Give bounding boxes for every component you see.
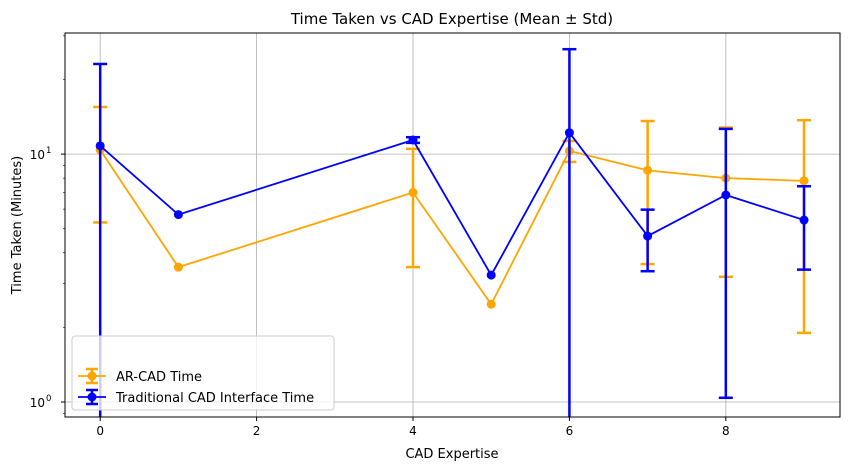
x-tick-label: 8 xyxy=(722,424,730,438)
data-point xyxy=(721,190,731,200)
x-axis-label: CAD Expertise xyxy=(405,447,498,462)
plot-area xyxy=(93,47,812,417)
data-point xyxy=(173,210,183,220)
data-point xyxy=(799,176,809,186)
y-tick-label: 10 xyxy=(30,148,45,162)
legend-entry-traditional: Traditional CAD Interface Time xyxy=(78,388,314,406)
data-point xyxy=(408,188,418,198)
data-point xyxy=(643,231,653,241)
legend-marker xyxy=(87,371,97,381)
y-tick-exponent: 0 xyxy=(46,394,51,404)
y-axis-label: Time Taken (Minutes) xyxy=(10,156,25,295)
x-tick-label: 6 xyxy=(566,424,574,438)
data-point xyxy=(486,299,496,309)
legend-marker xyxy=(87,392,97,402)
data-point xyxy=(408,135,418,145)
legend-box xyxy=(71,335,335,411)
data-point xyxy=(643,165,653,175)
y-tick-label: 10 xyxy=(30,396,45,410)
series-line xyxy=(99,149,805,306)
legend-entry-ar-cad: AR-CAD Time xyxy=(78,367,202,385)
series-0 xyxy=(93,105,812,335)
legend-label-ar-cad: AR-CAD Time xyxy=(116,370,202,385)
y-tick-exponent: 1 xyxy=(46,146,51,156)
chart-title: Time Taken vs CAD Expertise (Mean ± Std) xyxy=(290,10,613,28)
legend-label-traditional: Traditional CAD Interface Time xyxy=(115,391,314,406)
data-point xyxy=(564,128,574,138)
axes-frame xyxy=(64,32,841,418)
data-point xyxy=(799,215,809,225)
data-point xyxy=(486,270,496,280)
x-tick-label: 0 xyxy=(96,424,104,438)
x-tick-label: 2 xyxy=(253,424,261,438)
series-line xyxy=(99,131,805,277)
data-point xyxy=(95,141,105,151)
x-tick-label: 4 xyxy=(409,424,417,438)
data-point xyxy=(173,262,183,272)
legend: AR-CAD Time Traditional CAD Interface Ti… xyxy=(71,335,335,411)
